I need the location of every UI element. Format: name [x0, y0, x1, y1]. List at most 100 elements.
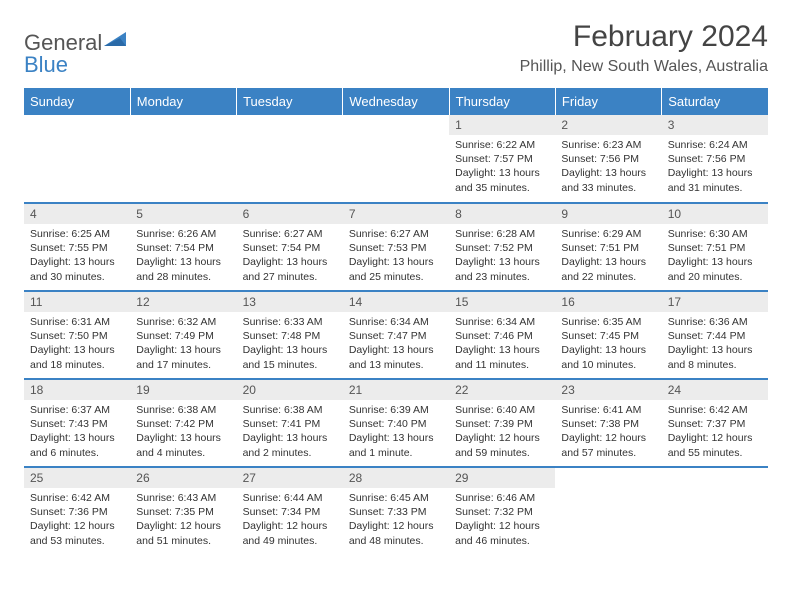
calendar-cell: 7Sunrise: 6:27 AMSunset: 7:53 PMDaylight… — [343, 203, 449, 291]
calendar-cell — [343, 115, 449, 203]
day-info: Sunrise: 6:37 AMSunset: 7:43 PMDaylight:… — [24, 400, 130, 466]
day-number: 12 — [130, 292, 236, 312]
day-number: 2 — [555, 115, 661, 135]
day-number: 27 — [237, 468, 343, 488]
logo-text: General Blue — [24, 28, 130, 76]
calendar-week: 18Sunrise: 6:37 AMSunset: 7:43 PMDayligh… — [24, 379, 768, 467]
sunset-text: Sunset: 7:48 PM — [243, 329, 337, 343]
sunrise-text: Sunrise: 6:38 AM — [243, 403, 337, 417]
location: Phillip, New South Wales, Australia — [520, 58, 768, 76]
calendar-cell: 9Sunrise: 6:29 AMSunset: 7:51 PMDaylight… — [555, 203, 661, 291]
day-number: 4 — [24, 204, 130, 224]
daylight-text: Daylight: 12 hours and 46 minutes. — [455, 519, 549, 547]
calendar-cell: 22Sunrise: 6:40 AMSunset: 7:39 PMDayligh… — [449, 379, 555, 467]
sunrise-text: Sunrise: 6:43 AM — [136, 491, 230, 505]
sunset-text: Sunset: 7:33 PM — [349, 505, 443, 519]
sunrise-text: Sunrise: 6:33 AM — [243, 315, 337, 329]
title-block: February 2024 Phillip, New South Wales, … — [520, 20, 768, 76]
weekday-header: Wednesday — [343, 88, 449, 115]
calendar-cell — [662, 467, 768, 555]
logo: General Blue — [24, 20, 130, 76]
calendar-cell: 28Sunrise: 6:45 AMSunset: 7:33 PMDayligh… — [343, 467, 449, 555]
sunset-text: Sunset: 7:34 PM — [243, 505, 337, 519]
sunset-text: Sunset: 7:55 PM — [30, 241, 124, 255]
sunset-text: Sunset: 7:54 PM — [136, 241, 230, 255]
calendar-week: 1Sunrise: 6:22 AMSunset: 7:57 PMDaylight… — [24, 115, 768, 203]
weekday-header: Saturday — [662, 88, 768, 115]
day-number: 3 — [662, 115, 768, 135]
sunrise-text: Sunrise: 6:42 AM — [668, 403, 762, 417]
day-info: Sunrise: 6:28 AMSunset: 7:52 PMDaylight:… — [449, 224, 555, 290]
daylight-text: Daylight: 13 hours and 13 minutes. — [349, 343, 443, 371]
sunset-text: Sunset: 7:49 PM — [136, 329, 230, 343]
day-number: 8 — [449, 204, 555, 224]
calendar-cell: 11Sunrise: 6:31 AMSunset: 7:50 PMDayligh… — [24, 291, 130, 379]
calendar-cell: 3Sunrise: 6:24 AMSunset: 7:56 PMDaylight… — [662, 115, 768, 203]
calendar-cell — [237, 115, 343, 203]
sunrise-text: Sunrise: 6:38 AM — [136, 403, 230, 417]
calendar-cell: 1Sunrise: 6:22 AMSunset: 7:57 PMDaylight… — [449, 115, 555, 203]
calendar-cell: 8Sunrise: 6:28 AMSunset: 7:52 PMDaylight… — [449, 203, 555, 291]
sunrise-text: Sunrise: 6:34 AM — [455, 315, 549, 329]
day-info: Sunrise: 6:22 AMSunset: 7:57 PMDaylight:… — [449, 135, 555, 201]
day-info: Sunrise: 6:29 AMSunset: 7:51 PMDaylight:… — [555, 224, 661, 290]
daylight-text: Daylight: 12 hours and 49 minutes. — [243, 519, 337, 547]
calendar-cell: 12 Sunrise: 6:32 AMSunset: 7:49 PMDayligh… — [130, 291, 236, 379]
daylight-text: Daylight: 13 hours and 23 minutes. — [455, 255, 549, 283]
weekday-header: Sunday — [24, 88, 130, 115]
daylight-text: Daylight: 13 hours and 25 minutes. — [349, 255, 443, 283]
calendar-cell: 18Sunrise: 6:37 AMSunset: 7:43 PMDayligh… — [24, 379, 130, 467]
sunset-text: Sunset: 7:46 PM — [455, 329, 549, 343]
sunset-text: Sunset: 7:45 PM — [561, 329, 655, 343]
day-info: Sunrise: 6:25 AMSunset: 7:55 PMDaylight:… — [24, 224, 130, 290]
sunrise-text: Sunrise: 6:35 AM — [561, 315, 655, 329]
day-info: Sunrise: 6:33 AMSunset: 7:48 PMDaylight:… — [237, 312, 343, 378]
daylight-text: Daylight: 13 hours and 18 minutes. — [30, 343, 124, 371]
day-number: 9 — [555, 204, 661, 224]
day-number: 10 — [662, 204, 768, 224]
calendar-cell: 15Sunrise: 6:34 AMSunset: 7:46 PMDayligh… — [449, 291, 555, 379]
day-number: 25 — [24, 468, 130, 488]
sunrise-text: Sunrise: 6:46 AM — [455, 491, 549, 505]
calendar-cell: 17Sunrise: 6:36 AMSunset: 7:44 PMDayligh… — [662, 291, 768, 379]
calendar-week: 25Sunrise: 6:42 AMSunset: 7:36 PMDayligh… — [24, 467, 768, 555]
sunrise-text: Sunrise: 6:41 AM — [561, 403, 655, 417]
sunset-text: Sunset: 7:51 PM — [561, 241, 655, 255]
daylight-text: Daylight: 13 hours and 10 minutes. — [561, 343, 655, 371]
daylight-text: Daylight: 13 hours and 20 minutes. — [668, 255, 762, 283]
daylight-text: Daylight: 12 hours and 48 minutes. — [349, 519, 443, 547]
sunset-text: Sunset: 7:42 PM — [136, 417, 230, 431]
month-title: February 2024 — [520, 20, 768, 54]
sunrise-text: Sunrise: 6:36 AM — [668, 315, 762, 329]
calendar-cell — [24, 115, 130, 203]
daylight-text: Daylight: 13 hours and 17 minutes. — [136, 343, 230, 371]
sunrise-text: Sunrise: 6:34 AM — [349, 315, 443, 329]
daylight-text: Daylight: 13 hours and 33 minutes. — [561, 166, 655, 194]
calendar-cell: 19Sunrise: 6:38 AMSunset: 7:42 PMDayligh… — [130, 379, 236, 467]
sunrise-text: Sunrise: 6:37 AM — [30, 403, 124, 417]
day-info: Sunrise: 6:27 AMSunset: 7:53 PMDaylight:… — [343, 224, 449, 290]
sunrise-text: Sunrise: 6:27 AM — [349, 227, 443, 241]
sunset-text: Sunset: 7:54 PM — [243, 241, 337, 255]
sunset-text: Sunset: 7:53 PM — [349, 241, 443, 255]
day-number: 20 — [237, 380, 343, 400]
daylight-text: Daylight: 13 hours and 27 minutes. — [243, 255, 337, 283]
daylight-text: Daylight: 12 hours and 53 minutes. — [30, 519, 124, 547]
calendar-table: Sunday Monday Tuesday Wednesday Thursday… — [24, 88, 768, 555]
sunset-text: Sunset: 7:44 PM — [668, 329, 762, 343]
day-info: Sunrise: 6:34 AMSunset: 7:47 PMDaylight:… — [343, 312, 449, 378]
daylight-text: Daylight: 13 hours and 11 minutes. — [455, 343, 549, 371]
sunrise-text: Sunrise: 6:32 AM — [136, 315, 230, 329]
sunset-text: Sunset: 7:35 PM — [136, 505, 230, 519]
sunrise-text: Sunrise: 6:30 AM — [668, 227, 762, 241]
day-info: Sunrise: 6:42 AMSunset: 7:36 PMDaylight:… — [24, 488, 130, 554]
daylight-text: Daylight: 13 hours and 2 minutes. — [243, 431, 337, 459]
calendar-week: 11Sunrise: 6:31 AMSunset: 7:50 PMDayligh… — [24, 291, 768, 379]
day-number: 6 — [237, 204, 343, 224]
day-number: 7 — [343, 204, 449, 224]
sunrise-text: Sunrise: 6:45 AM — [349, 491, 443, 505]
sunset-text: Sunset: 7:56 PM — [561, 152, 655, 166]
calendar-cell: 10Sunrise: 6:30 AMSunset: 7:51 PMDayligh… — [662, 203, 768, 291]
sunrise-text: Sunrise: 6:29 AM — [561, 227, 655, 241]
day-number: 19 — [130, 380, 236, 400]
